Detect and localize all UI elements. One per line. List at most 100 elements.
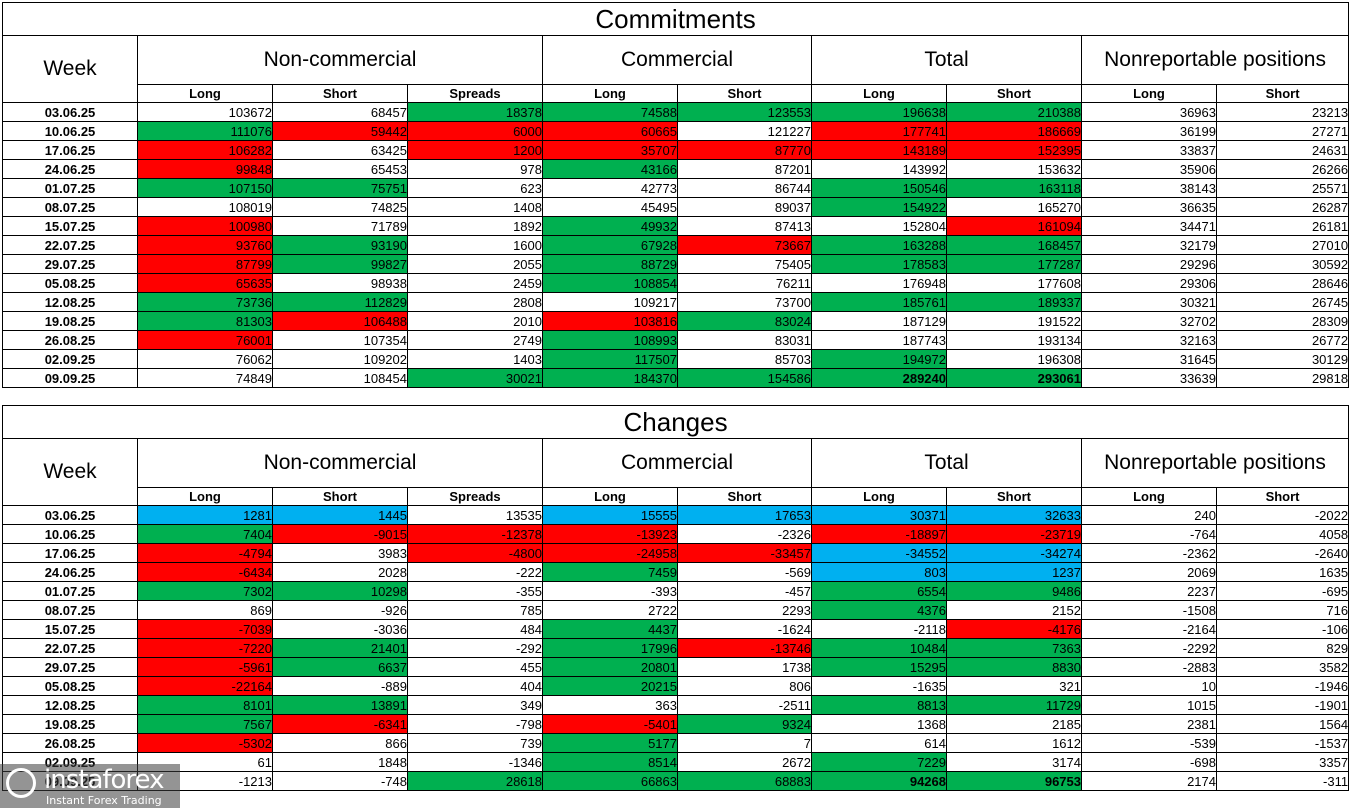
column-header: Spreads [407, 84, 543, 103]
value-cell: 10298 [272, 581, 408, 601]
value-cell: 30371 [811, 505, 947, 525]
value-cell: 83031 [677, 330, 812, 350]
week-cell: 22.07.25 [2, 235, 138, 255]
value-cell: 28646 [1215, 273, 1350, 293]
value-cell: 803 [811, 562, 947, 582]
value-cell: 34471 [1081, 216, 1217, 236]
column-header: Short [946, 84, 1082, 103]
value-cell: 9486 [946, 581, 1082, 601]
value-cell: 152395 [946, 140, 1082, 160]
watermark-logo: instaforex Instant Forex Trading [0, 764, 180, 808]
value-cell: -393 [542, 581, 678, 601]
value-cell: -1624 [677, 619, 812, 639]
week-cell: 05.08.25 [2, 676, 138, 696]
value-cell: 177741 [811, 121, 947, 141]
value-cell: 7459 [542, 562, 678, 582]
value-cell: 177287 [946, 254, 1082, 274]
value-cell: 161094 [946, 216, 1082, 236]
value-cell: 210388 [946, 102, 1082, 122]
value-cell: 32702 [1081, 311, 1217, 331]
value-cell: 18378 [407, 102, 543, 122]
value-cell: 108454 [272, 368, 408, 388]
value-cell: 75405 [677, 254, 812, 274]
column-header: Short [1215, 84, 1350, 103]
value-cell: -2511 [677, 695, 812, 715]
value-cell: -2164 [1081, 619, 1217, 639]
value-cell: 65453 [272, 159, 408, 179]
value-cell: -4176 [946, 619, 1082, 639]
value-cell: -355 [407, 581, 543, 601]
value-cell: 23213 [1215, 102, 1350, 122]
instaforex-logo-icon [6, 768, 36, 798]
table-row: 08.07.25 108019 74825 1408 45495 89037 154922 1… [2, 197, 1350, 217]
week-cell: 03.06.25 [2, 505, 138, 525]
value-cell: 94268 [811, 771, 947, 791]
value-cell: 27271 [1215, 121, 1350, 141]
value-cell: 29306 [1081, 273, 1217, 293]
table-row: 17.06.25 -4794 3983 -4800 -24958 -33457 -34552… [2, 543, 1350, 563]
value-cell: -764 [1081, 524, 1217, 544]
week-cell: 10.06.25 [2, 121, 138, 141]
week-cell: 08.07.25 [2, 600, 138, 620]
value-cell: -2362 [1081, 543, 1217, 563]
value-cell: 68457 [272, 102, 408, 122]
value-cell: 74849 [137, 368, 273, 388]
value-cell: 74825 [272, 197, 408, 217]
value-cell: 1892 [407, 216, 543, 236]
column-header: Long [811, 487, 947, 506]
column-header: Long [542, 84, 678, 103]
value-cell: 1403 [407, 349, 543, 369]
value-cell: 196308 [946, 349, 1082, 369]
value-cell: 11729 [946, 695, 1082, 715]
value-cell: 1564 [1215, 714, 1350, 734]
value-cell: 194972 [811, 349, 947, 369]
value-cell: 6554 [811, 581, 947, 601]
column-header: Long [137, 487, 273, 506]
value-cell: 978 [407, 159, 543, 179]
value-cell: 8813 [811, 695, 947, 715]
value-cell: 177608 [946, 273, 1082, 293]
value-cell: 1600 [407, 235, 543, 255]
value-cell: 123553 [677, 102, 812, 122]
value-cell: 2185 [946, 714, 1082, 734]
value-cell: 28618 [407, 771, 543, 791]
value-cell: -13746 [677, 638, 812, 658]
value-cell: 85703 [677, 349, 812, 369]
week-cell: 19.08.25 [2, 714, 138, 734]
column-header: Long [1081, 84, 1217, 103]
value-cell: 866 [272, 733, 408, 753]
value-cell: 3174 [946, 752, 1082, 772]
week-cell: 10.06.25 [2, 524, 138, 544]
value-cell: 2237 [1081, 581, 1217, 601]
value-cell: 184370 [542, 368, 678, 388]
table-row: 15.07.25 100980 71789 1892 49932 87413 152804 1… [2, 216, 1350, 236]
value-cell: 8830 [946, 657, 1082, 677]
value-cell: -7039 [137, 619, 273, 639]
value-cell: 5177 [542, 733, 678, 753]
value-cell: 2808 [407, 292, 543, 312]
value-cell: 20215 [542, 676, 678, 696]
value-cell: 26181 [1215, 216, 1350, 236]
value-cell: -2883 [1081, 657, 1217, 677]
value-cell: 1281 [137, 505, 273, 525]
value-cell: 716 [1215, 600, 1350, 620]
value-cell: 43166 [542, 159, 678, 179]
column-header: Long [137, 84, 273, 103]
value-cell: 107354 [272, 330, 408, 350]
value-cell: -6341 [272, 714, 408, 734]
value-cell: 1237 [946, 562, 1082, 582]
group-header-non-commercial: Non-commercial [137, 438, 543, 488]
value-cell: 76211 [677, 273, 812, 293]
value-cell: 185761 [811, 292, 947, 312]
value-cell: -1508 [1081, 600, 1217, 620]
section-title: Changes [1, 405, 1350, 439]
value-cell: 1738 [677, 657, 812, 677]
table-row: 24.06.25 99848 65453 978 43166 87201 143992 153… [2, 159, 1350, 179]
value-cell: -1901 [1215, 695, 1350, 715]
table-row: 22.07.25 -7220 21401 -292 17996 -13746 10484 73… [2, 638, 1350, 658]
table-row: 19.08.25 81303 106488 2010 103816 83024 187129… [2, 311, 1350, 331]
value-cell: 86744 [677, 178, 812, 198]
value-cell: 614 [811, 733, 947, 753]
value-cell: 32163 [1081, 330, 1217, 350]
value-cell: 60665 [542, 121, 678, 141]
